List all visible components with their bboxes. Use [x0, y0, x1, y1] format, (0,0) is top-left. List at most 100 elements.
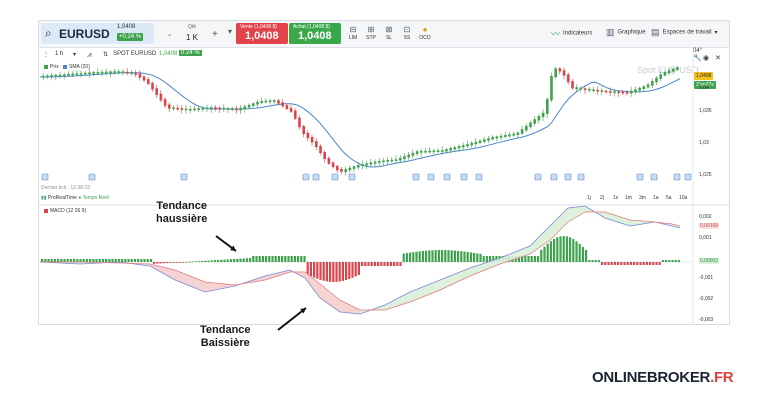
macd-bar — [146, 259, 149, 262]
workspaces-button[interactable]: ▤ Espaces de travail ▾ — [651, 27, 718, 37]
macd-bar — [223, 259, 226, 262]
indicators-button[interactable]: 〰 Indicateurs — [551, 29, 593, 39]
candle — [609, 91, 612, 93]
order-type-lim[interactable]: ⊟ LIM — [343, 24, 363, 46]
timeframe-1s[interactable]: 1s — [613, 195, 619, 201]
candle — [67, 74, 70, 76]
candle — [147, 79, 150, 84]
downtrend-arrow-head — [300, 308, 306, 314]
candle — [176, 107, 179, 110]
macd-bar — [533, 256, 536, 262]
macd-bar — [316, 262, 319, 279]
candle — [75, 73, 79, 76]
macd-bar — [377, 262, 380, 266]
macd-bar — [108, 259, 111, 262]
timeframe-10a[interactable]: 10a — [679, 195, 688, 201]
sell-price: 1,0408 — [245, 30, 279, 42]
candle — [550, 76, 553, 101]
candle — [600, 90, 604, 92]
candle — [390, 159, 394, 162]
candle — [638, 87, 641, 91]
macd-bar — [466, 251, 469, 262]
candle — [562, 70, 566, 76]
candle — [340, 169, 343, 172]
candle — [495, 136, 499, 139]
quantity-value[interactable]: 1 K — [186, 33, 199, 42]
sma-line — [40, 72, 681, 168]
camera-icon[interactable]: ◉ — [703, 55, 710, 62]
drag-handle-icon[interactable]: ⋮ — [43, 52, 49, 58]
macd-bar — [53, 259, 56, 262]
candle — [79, 73, 83, 75]
order-type-stp[interactable]: ⊞ STP — [361, 24, 381, 46]
macd-bar — [357, 262, 360, 276]
candle — [445, 149, 448, 152]
timeframe-1j[interactable]: 1j — [587, 195, 591, 201]
macd-bar — [405, 253, 408, 262]
macd-bar — [351, 262, 354, 278]
timeframe-1a[interactable]: 1a — [653, 195, 659, 201]
candle — [172, 107, 175, 110]
timeframe-3m[interactable]: 3m — [639, 195, 646, 201]
candle — [142, 76, 146, 81]
macd-bar — [191, 261, 194, 263]
macd-bar — [476, 253, 479, 262]
symbol-name: EURUSD — [59, 27, 110, 41]
macd-bar — [469, 252, 472, 262]
event-marker — [684, 173, 692, 181]
candle — [588, 88, 591, 91]
chevron-down-icon[interactable]: ▾ — [228, 27, 233, 36]
candle — [357, 164, 360, 168]
wrench-icon[interactable]: 🔧 — [693, 55, 702, 62]
close-icon[interactable]: ✕ — [715, 55, 721, 62]
order-type-oco[interactable]: ● OCO — [415, 24, 435, 46]
candle — [256, 101, 259, 105]
event-marker — [331, 173, 339, 181]
macd-bar — [332, 262, 335, 282]
candle — [474, 141, 478, 145]
candle — [159, 93, 163, 101]
prorealtime-status: ▮▮ ProRealTime ● Temps Réel — [41, 195, 110, 201]
macd-bar — [149, 259, 152, 262]
candle — [541, 112, 545, 118]
quantity-stepper[interactable]: Qté - 1 K + — [164, 23, 224, 44]
symbol-box[interactable]: ⌕ EURUSD 1,0408 +0,24 % — [41, 23, 154, 44]
buy-button[interactable]: Achat (1,0408 $) 1,0408 — [289, 23, 341, 44]
candle — [478, 140, 482, 143]
quantity-plus-button[interactable]: + — [212, 29, 218, 40]
macd-bar — [671, 260, 674, 262]
candle — [655, 77, 658, 83]
macd-bar — [517, 256, 520, 262]
timeframe-2j[interactable]: 2j — [600, 195, 604, 201]
candle — [197, 108, 200, 110]
indicators-icon: 〰 — [551, 29, 561, 39]
macd-bar — [213, 260, 216, 262]
order-type-sl[interactable]: ⊠ SL — [379, 24, 399, 46]
timeframe-1m[interactable]: 1m — [625, 195, 632, 201]
price-axis-label: 1,025 — [699, 172, 712, 178]
candle — [210, 107, 213, 109]
timeframe-5a[interactable]: 5a — [666, 195, 672, 201]
quantity-minus-button[interactable]: - — [168, 30, 172, 41]
charts-button[interactable]: ▥ Graphique — [606, 27, 646, 37]
macd-bar — [185, 261, 188, 263]
candle — [155, 88, 158, 95]
macd-bar — [543, 246, 546, 262]
interval-selector[interactable]: 1 h — [55, 51, 64, 57]
instrument-icon: ⇅ — [103, 52, 109, 58]
macd-bar — [623, 262, 626, 265]
chart-header: ⋮ 1 h ▾ ⩘ ⇅ SPOT EURUSD 1,0408 0.24 % 04… — [39, 48, 729, 62]
candle — [214, 107, 217, 109]
sell-label: Vente (1,0408 $) — [240, 24, 277, 30]
candle — [281, 102, 284, 107]
candle — [352, 166, 356, 169]
sell-button[interactable]: Vente (1,0408 $) 1,0408 — [236, 23, 288, 44]
macd-bar — [460, 251, 463, 262]
signal-icon: ▮▮ — [41, 195, 47, 201]
macd-axis-label: -0,002 — [699, 296, 714, 302]
chevron-down-icon[interactable]: ▾ — [73, 52, 77, 58]
chart-style-icon[interactable]: ⩘ — [87, 50, 92, 59]
search-icon[interactable]: ⌕ — [45, 26, 52, 40]
candle — [92, 72, 95, 74]
order-type-ss[interactable]: ⊡ SS — [397, 24, 417, 46]
